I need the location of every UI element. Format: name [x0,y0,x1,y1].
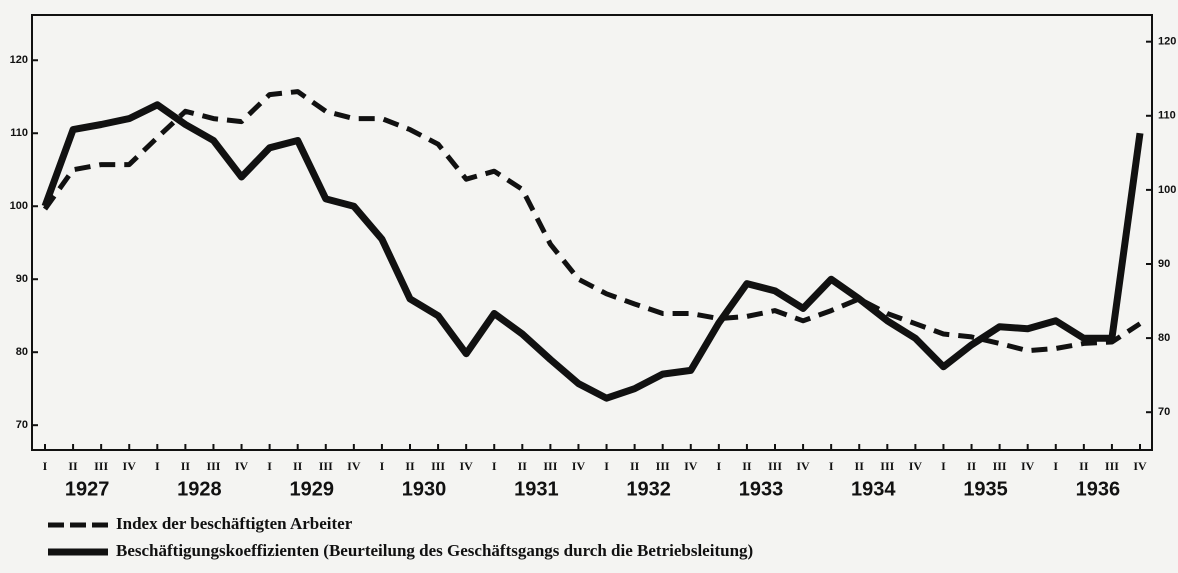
x-tick-label: II [181,459,191,473]
y2-tick-label: 100 [1158,184,1176,196]
y2-tick-label: 120 [1158,36,1176,48]
year-label: 1933 [739,478,784,500]
x-tick-label: III [431,459,445,473]
x-tick-label: II [742,459,752,473]
year-label: 1927 [65,478,110,500]
x-tick-label: I [267,459,272,473]
x-tick-label: I [492,459,497,473]
y-tick-label: 100 [10,200,28,212]
year-label: 1929 [289,478,334,500]
x-tick-label: II [1079,459,1089,473]
x-tick-label: IV [1133,459,1147,473]
x-tick-label: III [880,459,894,473]
x-tick-label: II [68,459,78,473]
x-tick-label: IV [347,459,361,473]
x-tick-label: III [768,459,782,473]
plot-frame [31,14,1153,451]
year-label: 1934 [851,478,896,500]
x-tick-label: II [405,459,415,473]
x-tick-label: I [829,459,834,473]
year-label: 1928 [177,478,222,500]
x-tick-label: III [1105,459,1119,473]
x-tick-label: I [155,459,160,473]
series-line [42,89,1142,354]
y2-tick-label: 70 [1158,406,1170,418]
x-tick-label: IV [572,459,586,473]
x-tick-label: III [94,459,108,473]
y-tick-label: 90 [16,273,28,285]
y-tick-label: 110 [10,127,28,139]
x-tick-label: II [630,459,640,473]
x-tick-label: II [967,459,977,473]
year-label: 1936 [1076,478,1121,500]
x-tick-label: II [855,459,865,473]
y-tick-label: 70 [16,419,28,431]
x-tick-label: III [656,459,670,473]
x-tick-label: IV [459,459,473,473]
x-tick-label: I [941,459,946,473]
legend-label: Beschäftigungskoeffizienten (Beurteilung… [116,541,753,560]
x-tick-label: II [518,459,528,473]
x-tick-label: IV [1021,459,1035,473]
x-tick-label: I [380,459,385,473]
x-tick-label: I [604,459,609,473]
x-tick-label: IV [123,459,137,473]
x-tick-label: IV [796,459,810,473]
year-label: 1932 [626,478,671,500]
y-tick-label: 80 [16,346,28,358]
year-label: 1931 [514,478,559,500]
y2-tick-label: 110 [1158,110,1176,122]
x-tick-label: I [1053,459,1058,473]
x-tick-label: III [993,459,1007,473]
series-line [41,101,1144,402]
y2-tick-label: 90 [1158,258,1170,270]
y-tick-label: 120 [10,54,28,66]
x-tick-label: I [717,459,722,473]
x-tick-label: IV [235,459,249,473]
x-tick-label: III [206,459,220,473]
year-label: 1930 [402,478,447,500]
x-tick-label: IV [909,459,923,473]
x-tick-label: I [43,459,48,473]
x-tick-label: III [543,459,557,473]
y2-tick-label: 80 [1158,332,1170,344]
x-tick-label: IV [684,459,698,473]
x-tick-label: II [293,459,303,473]
x-tick-label: III [319,459,333,473]
year-label: 1935 [963,478,1008,500]
legend-label: Index der beschäftigten Arbeiter [116,514,353,533]
